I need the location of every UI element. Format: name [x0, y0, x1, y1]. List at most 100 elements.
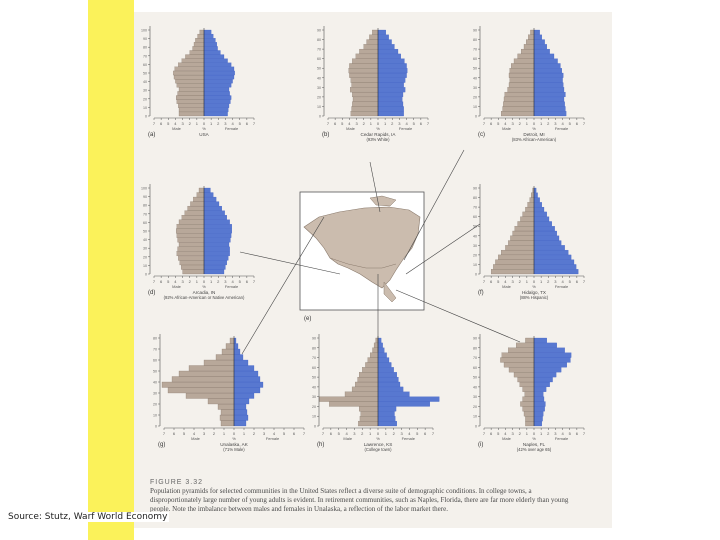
male-bar: [358, 420, 379, 427]
female-bar: [203, 242, 230, 247]
percent-tick-label: 5: [569, 431, 572, 436]
percent-tick-label: 2: [253, 431, 256, 436]
male-bar: [217, 403, 235, 410]
male-bar: [349, 72, 379, 78]
female-bar: [203, 50, 221, 55]
female-bar: [203, 219, 230, 225]
male-bar: [502, 106, 535, 112]
age-tick-label: 0: [475, 425, 477, 429]
percent-tick-label: 7: [253, 279, 256, 284]
panel-subtitle: (92% African-American or Native American…: [164, 295, 245, 300]
age-tick-label: 60: [473, 366, 477, 370]
male-bar: [189, 50, 205, 55]
male-bar: [318, 396, 379, 402]
male-bar: [372, 29, 379, 35]
male-bar: [178, 111, 205, 117]
male-bar: [177, 246, 205, 252]
male-bar: [176, 83, 205, 88]
male-bar: [352, 91, 379, 98]
age-tick-label: 90: [473, 337, 477, 341]
female-bar: [203, 260, 227, 266]
source-credit: Source: Stutz, Warf World Economy: [6, 512, 170, 522]
age-tick-label: 10: [473, 263, 477, 267]
percent-tick-label: 3: [224, 279, 227, 284]
male-bar: [508, 72, 535, 78]
female-bar: [203, 38, 216, 43]
female-bar: [377, 34, 389, 40]
percent-tick-label: 0: [203, 121, 206, 126]
age-tick-label: 50: [312, 376, 316, 380]
female-bar: [203, 74, 235, 80]
percent-tick-label: 2: [519, 431, 522, 436]
percent-tick-label: 4: [348, 121, 351, 126]
female-bar: [233, 370, 259, 377]
figure-label: FIGURE 3.32: [150, 479, 204, 486]
male-bar: [365, 362, 379, 368]
female-bar: [533, 337, 547, 344]
panel-subtitle: (93% White): [366, 137, 390, 142]
female-bar: [533, 39, 545, 45]
age-tick-label: 80: [143, 204, 147, 208]
female-bar: [377, 347, 385, 353]
age-tick-label: 10: [312, 415, 316, 419]
male-bar: [529, 197, 535, 203]
percent-tick-label: 2: [547, 279, 550, 284]
female-bar: [203, 99, 231, 104]
female-bar: [377, 111, 404, 117]
male-bar: [185, 54, 205, 59]
age-tick-label: 0: [319, 115, 321, 119]
female-bar: [533, 211, 547, 217]
percent-tick-label: 6: [420, 121, 423, 126]
male-bar: [207, 398, 235, 405]
percent-tick-label: 5: [283, 431, 286, 436]
male-bar: [495, 259, 535, 265]
age-tick-label: 20: [317, 95, 321, 99]
connector-g: [241, 216, 325, 355]
age-tick-label: 30: [143, 89, 147, 93]
age-tick-label: 70: [143, 212, 147, 216]
female-bar: [533, 367, 562, 373]
male-bar: [177, 91, 205, 96]
male-bar: [503, 96, 535, 102]
percent-tick-label: 1: [540, 279, 543, 284]
percent-tick-label: 0: [377, 121, 380, 126]
male-bar: [177, 237, 205, 243]
male-bar: [344, 391, 379, 397]
percent-tick-label: 2: [547, 121, 550, 126]
percent-tick-label: 0: [533, 431, 536, 436]
female-bar: [233, 376, 261, 383]
female-bar: [377, 367, 394, 373]
male-bar: [199, 29, 205, 35]
female-axis-label: Female: [225, 284, 239, 289]
female-bar: [233, 392, 255, 399]
female-bar: [203, 111, 228, 117]
percent-tick-label: 4: [174, 121, 177, 126]
male-bar: [359, 48, 379, 55]
male-bar: [522, 211, 535, 217]
female-bar: [377, 372, 397, 378]
percent-tick-label: 1: [369, 431, 372, 436]
percent-tick-label: 6: [490, 121, 493, 126]
percent-tick-label: 4: [408, 431, 411, 436]
male-bar: [360, 411, 379, 417]
female-axis-label: Female: [225, 126, 239, 131]
percent-tick-label: 2: [547, 431, 550, 436]
percent-tick-label: 5: [416, 431, 419, 436]
age-tick-label: 20: [312, 405, 316, 409]
female-bar: [203, 58, 228, 63]
female-bar: [377, 29, 386, 35]
percent-tick-label: 5: [497, 431, 500, 436]
percent-tick-label: 5: [167, 279, 170, 284]
male-bar: [178, 242, 205, 247]
female-axis-label: Female: [555, 126, 569, 131]
male-axis-label: Male: [346, 126, 355, 131]
female-bar: [233, 398, 250, 405]
male-bar: [176, 251, 205, 257]
female-bar: [533, 187, 537, 193]
female-bar: [203, 196, 217, 202]
map-landmass: [303, 206, 421, 289]
male-axis-label: Male: [172, 284, 181, 289]
female-bar: [377, 68, 408, 74]
age-tick-label: 20: [143, 97, 147, 101]
